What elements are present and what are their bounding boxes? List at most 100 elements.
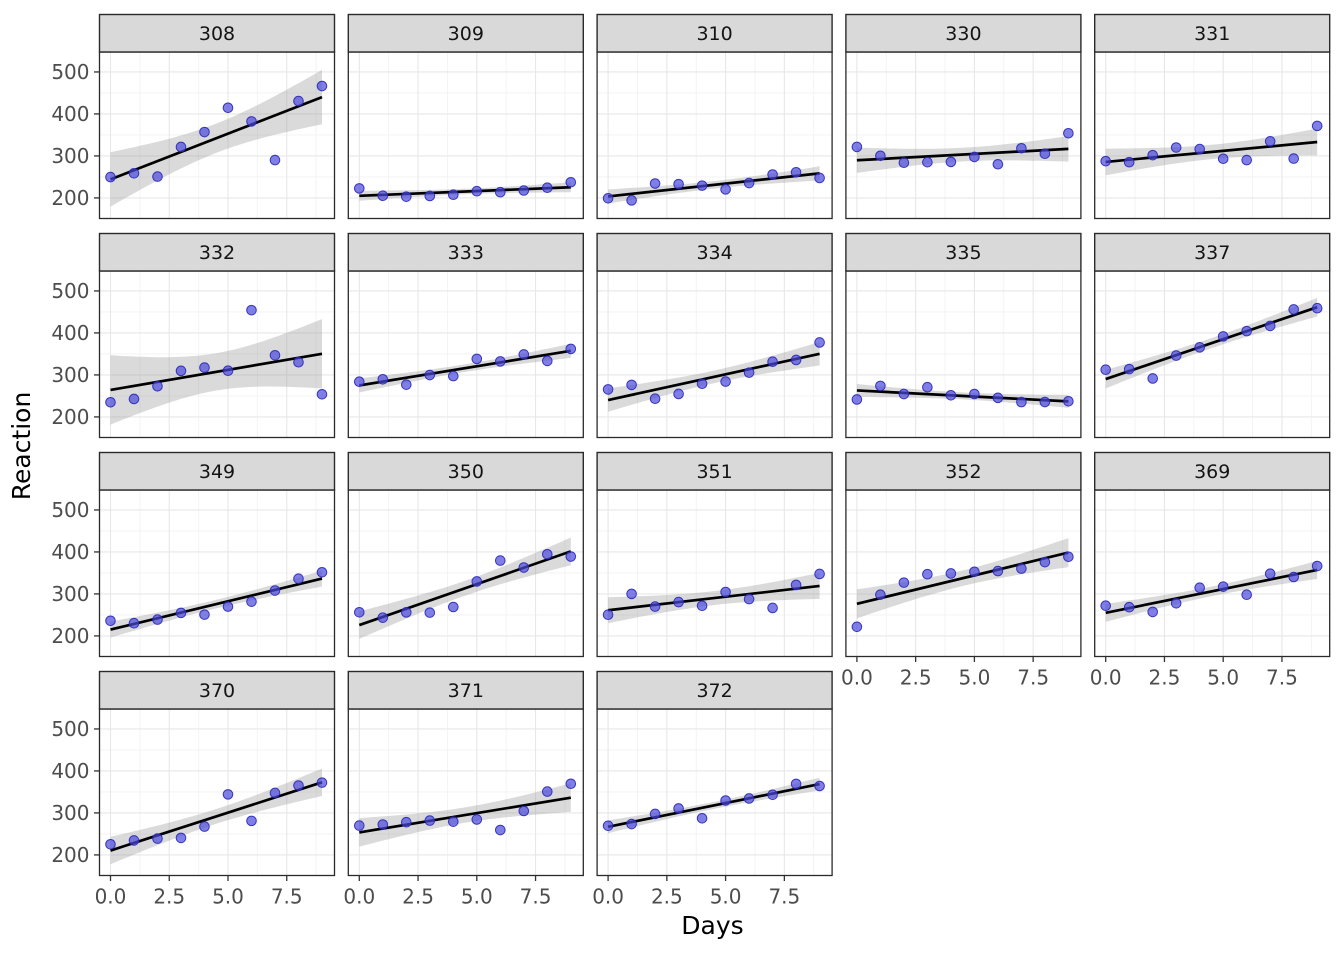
data-point [541, 182, 553, 194]
data-point [720, 376, 731, 387]
facet-351 [596, 489, 833, 658]
data-point [875, 380, 886, 392]
facet-strip-label: 349 [199, 461, 235, 483]
facet-strip [347, 670, 584, 710]
regression-line [856, 551, 1069, 606]
facet-332 [98, 270, 336, 439]
data-point [128, 835, 140, 846]
data-point [626, 195, 637, 206]
data-point [494, 356, 506, 367]
data-point [471, 185, 483, 197]
data-point [1311, 560, 1323, 572]
data-point [128, 167, 140, 179]
facet-372 [596, 708, 833, 877]
data-point [1241, 325, 1252, 337]
x-tick-label: 0.0 [95, 885, 127, 909]
facet-308 [98, 51, 336, 220]
data-point [175, 607, 187, 619]
data-point [790, 167, 802, 178]
data-point [814, 568, 825, 580]
data-point [969, 566, 980, 578]
data-point [447, 370, 459, 382]
data-point [377, 612, 389, 623]
facet-strip-label: 332 [199, 242, 235, 264]
data-point [992, 392, 1004, 404]
data-point [673, 803, 684, 814]
data-point [1170, 597, 1182, 609]
regression-line [110, 95, 323, 181]
data-point [767, 789, 778, 801]
data-point [814, 337, 825, 348]
data-point [1063, 127, 1074, 139]
facet-strip-label: 370 [199, 680, 235, 702]
data-point [565, 176, 577, 188]
data-point [1039, 148, 1051, 160]
y-axis-title: Reaction [7, 391, 36, 501]
data-point [128, 393, 140, 405]
facet-335 [845, 270, 1082, 439]
data-point [922, 156, 933, 168]
data-point [377, 819, 389, 830]
data-point [1217, 581, 1229, 592]
facet-333 [347, 270, 584, 439]
data-point [105, 171, 116, 183]
regression-line [110, 781, 323, 852]
data-point [293, 780, 304, 791]
facet-strip-label: 372 [696, 680, 732, 702]
data-point [626, 818, 637, 830]
data-point [222, 365, 234, 377]
x-tick-label: 0.0 [343, 885, 375, 909]
data-point [316, 388, 328, 400]
x-tick-label: 5.0 [958, 666, 990, 690]
data-point [316, 777, 328, 788]
data-point [1194, 143, 1205, 155]
data-point [246, 596, 257, 607]
y-tick-label: 200 [51, 843, 89, 867]
data-point [293, 356, 304, 368]
data-point [269, 787, 281, 799]
facet-strip-label: 308 [199, 23, 235, 45]
facet-strip [1093, 451, 1331, 491]
data-point [353, 606, 365, 618]
data-point [1288, 153, 1299, 164]
x-tick-label: 7.5 [271, 885, 303, 909]
facet-strip-label: 333 [448, 242, 484, 264]
data-point [922, 381, 933, 393]
facet-strip-label: 337 [1194, 242, 1230, 264]
data-point [1123, 601, 1135, 613]
data-point [1147, 606, 1158, 618]
data-point [541, 355, 553, 367]
y-tick-label: 400 [51, 759, 89, 783]
data-point [1123, 156, 1135, 168]
data-point [246, 116, 257, 127]
data-point [1264, 320, 1276, 332]
data-point [1170, 142, 1182, 153]
data-point [1194, 582, 1205, 594]
regression-line [607, 782, 820, 829]
x-tick-label: 2.5 [402, 885, 434, 909]
data-point [447, 601, 459, 613]
regression-line [110, 352, 323, 392]
facet-350 [347, 489, 584, 658]
data-point [400, 607, 412, 618]
data-point [518, 562, 530, 573]
data-point [518, 805, 530, 817]
y-tick-label: 300 [51, 801, 89, 825]
y-tick-label: 400 [51, 321, 89, 345]
data-point [602, 193, 614, 204]
regression-line [607, 584, 820, 612]
x-tick-label: 5.0 [461, 885, 493, 909]
facet-strip [845, 451, 1082, 491]
data-point [767, 356, 778, 368]
data-point [293, 95, 304, 107]
data-point [199, 126, 210, 138]
data-point [743, 367, 755, 378]
data-point [898, 388, 910, 400]
data-point [1311, 302, 1323, 314]
data-point [1217, 331, 1229, 342]
data-point [353, 183, 365, 194]
x-tick-label: 5.0 [212, 885, 244, 909]
facet-strip-label: 310 [696, 23, 732, 45]
y-tick-label: 300 [51, 144, 89, 168]
data-point [152, 833, 163, 844]
